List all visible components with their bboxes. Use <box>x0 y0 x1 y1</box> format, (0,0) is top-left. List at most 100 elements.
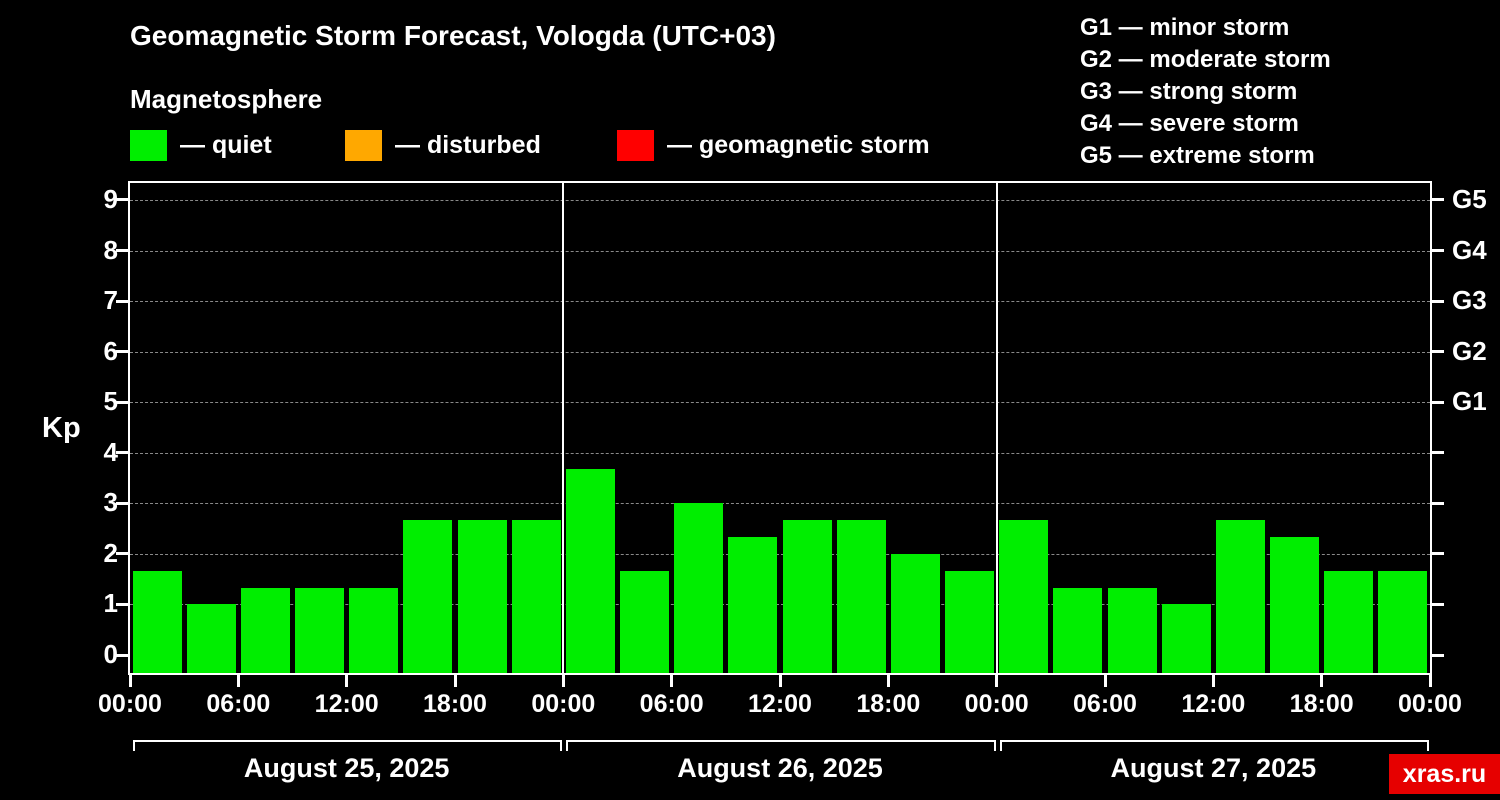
x-tick-mark <box>1211 675 1215 687</box>
kp-bar <box>132 570 182 673</box>
y-tick-mark-right <box>1432 501 1444 505</box>
x-tick-label: 12:00 <box>1181 690 1246 718</box>
y-tick-label: 3 <box>103 487 118 518</box>
x-tick-mark <box>453 675 457 687</box>
y-tick-mark <box>116 249 128 253</box>
legend-label: — quiet <box>180 131 272 159</box>
kp-bar <box>999 520 1049 673</box>
legend-swatch-icon <box>345 130 382 161</box>
x-tick-mark <box>1103 675 1107 687</box>
x-tick-label: 00:00 <box>98 690 162 718</box>
kp-bar <box>890 553 940 673</box>
x-tick-label: 06:00 <box>1073 690 1137 718</box>
y-tick-label: 8 <box>103 234 118 265</box>
y-tick-mark-right <box>1432 249 1444 253</box>
legend-item: — disturbed <box>345 130 541 161</box>
g-legend-item: G4 — severe storm <box>1080 110 1299 137</box>
legend-label: — geomagnetic storm <box>667 131 930 159</box>
x-tick-mark <box>236 675 240 687</box>
y-tick-label: 7 <box>103 284 118 315</box>
x-tick-mark <box>670 675 674 687</box>
y-axis-label: Kp <box>42 412 81 444</box>
g-axis-label: G3 <box>1452 284 1487 315</box>
y-tick-label: 6 <box>103 335 118 366</box>
kp-bar <box>295 587 345 673</box>
y-tick-label: 0 <box>103 638 118 669</box>
y-tick-mark-right <box>1432 451 1444 455</box>
kp-bar <box>1378 570 1428 673</box>
y-tick-mark <box>116 552 128 556</box>
y-tick-mark <box>116 501 128 505</box>
kp-bar <box>1053 587 1103 673</box>
kp-bar <box>403 520 453 673</box>
day-separator <box>562 183 565 673</box>
g-legend-item: G3 — strong storm <box>1080 78 1298 105</box>
kp-bar <box>782 520 832 673</box>
y-tick-mark <box>116 350 128 354</box>
x-tick-label: 00:00 <box>1398 690 1462 718</box>
g-legend-item: G2 — moderate storm <box>1080 46 1331 73</box>
g-scale-legend: G1 — minor storm G2 — moderate storm G3 — … <box>1080 12 1331 172</box>
y-tick-mark <box>116 198 128 202</box>
gridline <box>130 604 1430 606</box>
y-tick-mark-right <box>1432 653 1444 657</box>
y-tick-mark-right <box>1432 350 1444 354</box>
kp-bar <box>1324 570 1374 673</box>
kp-bar <box>674 503 724 673</box>
x-tick-label: 06:00 <box>639 690 704 718</box>
x-tick-label: 18:00 <box>856 690 921 718</box>
gridline <box>130 250 1430 252</box>
y-tick-mark <box>116 602 128 606</box>
kp-color-legend: — quiet — disturbed — geomagnetic storm <box>130 130 1030 166</box>
legend-swatch-icon <box>617 130 654 161</box>
date-bracket <box>133 740 563 751</box>
y-tick-mark <box>116 451 128 455</box>
x-tick-label: 12:00 <box>314 690 379 718</box>
day-separator <box>995 183 998 673</box>
date-label: August 27, 2025 <box>1110 753 1317 783</box>
g-legend-item: G1 — minor storm <box>1080 14 1290 41</box>
gridline <box>130 199 1430 201</box>
date-label: August 26, 2025 <box>677 753 883 783</box>
y-tick-mark-right <box>1432 602 1444 606</box>
y-tick-mark-right <box>1432 552 1444 556</box>
y-tick-mark-right <box>1432 198 1444 202</box>
watermark-link[interactable]: xras.ru <box>1389 754 1500 794</box>
kp-bar <box>240 587 290 673</box>
g-axis-label: G1 <box>1452 386 1487 417</box>
g-legend-item: G5 — extreme storm <box>1080 142 1315 169</box>
x-tick-label: 00:00 <box>964 690 1029 718</box>
kp-bar <box>1161 604 1211 673</box>
kp-bar <box>349 587 399 673</box>
x-tick-mark <box>561 675 565 687</box>
y-tick-label: 4 <box>103 436 118 467</box>
kp-bar <box>457 520 507 673</box>
legend-item: — geomagnetic storm <box>617 130 930 161</box>
y-tick-mark-right <box>1432 299 1444 303</box>
x-tick-mark <box>128 675 132 687</box>
g-axis-label: G4 <box>1452 234 1487 265</box>
date-bracket <box>566 740 996 751</box>
kp-bar <box>945 570 995 673</box>
y-tick-label: 1 <box>103 588 118 619</box>
y-tick-mark <box>116 400 128 404</box>
legend-swatch-icon <box>130 130 167 161</box>
kp-bar <box>1215 520 1265 673</box>
x-tick-label: 18:00 <box>423 690 487 718</box>
x-tick-mark <box>1428 675 1432 687</box>
x-tick-label: 00:00 <box>531 690 596 718</box>
g-axis-label: G5 <box>1452 183 1487 214</box>
gridline <box>130 351 1430 353</box>
x-tick-label: 18:00 <box>1289 690 1354 718</box>
x-tick-mark <box>778 675 782 687</box>
g-axis-label: G2 <box>1452 335 1487 366</box>
gridline <box>130 402 1430 404</box>
legend-label: — disturbed <box>395 131 541 159</box>
kp-bar <box>836 520 886 673</box>
x-tick-mark <box>886 675 890 687</box>
gridline <box>130 452 1430 454</box>
gridline <box>130 503 1430 505</box>
y-tick-mark-right <box>1432 400 1444 404</box>
legend-item: — quiet <box>130 130 272 161</box>
